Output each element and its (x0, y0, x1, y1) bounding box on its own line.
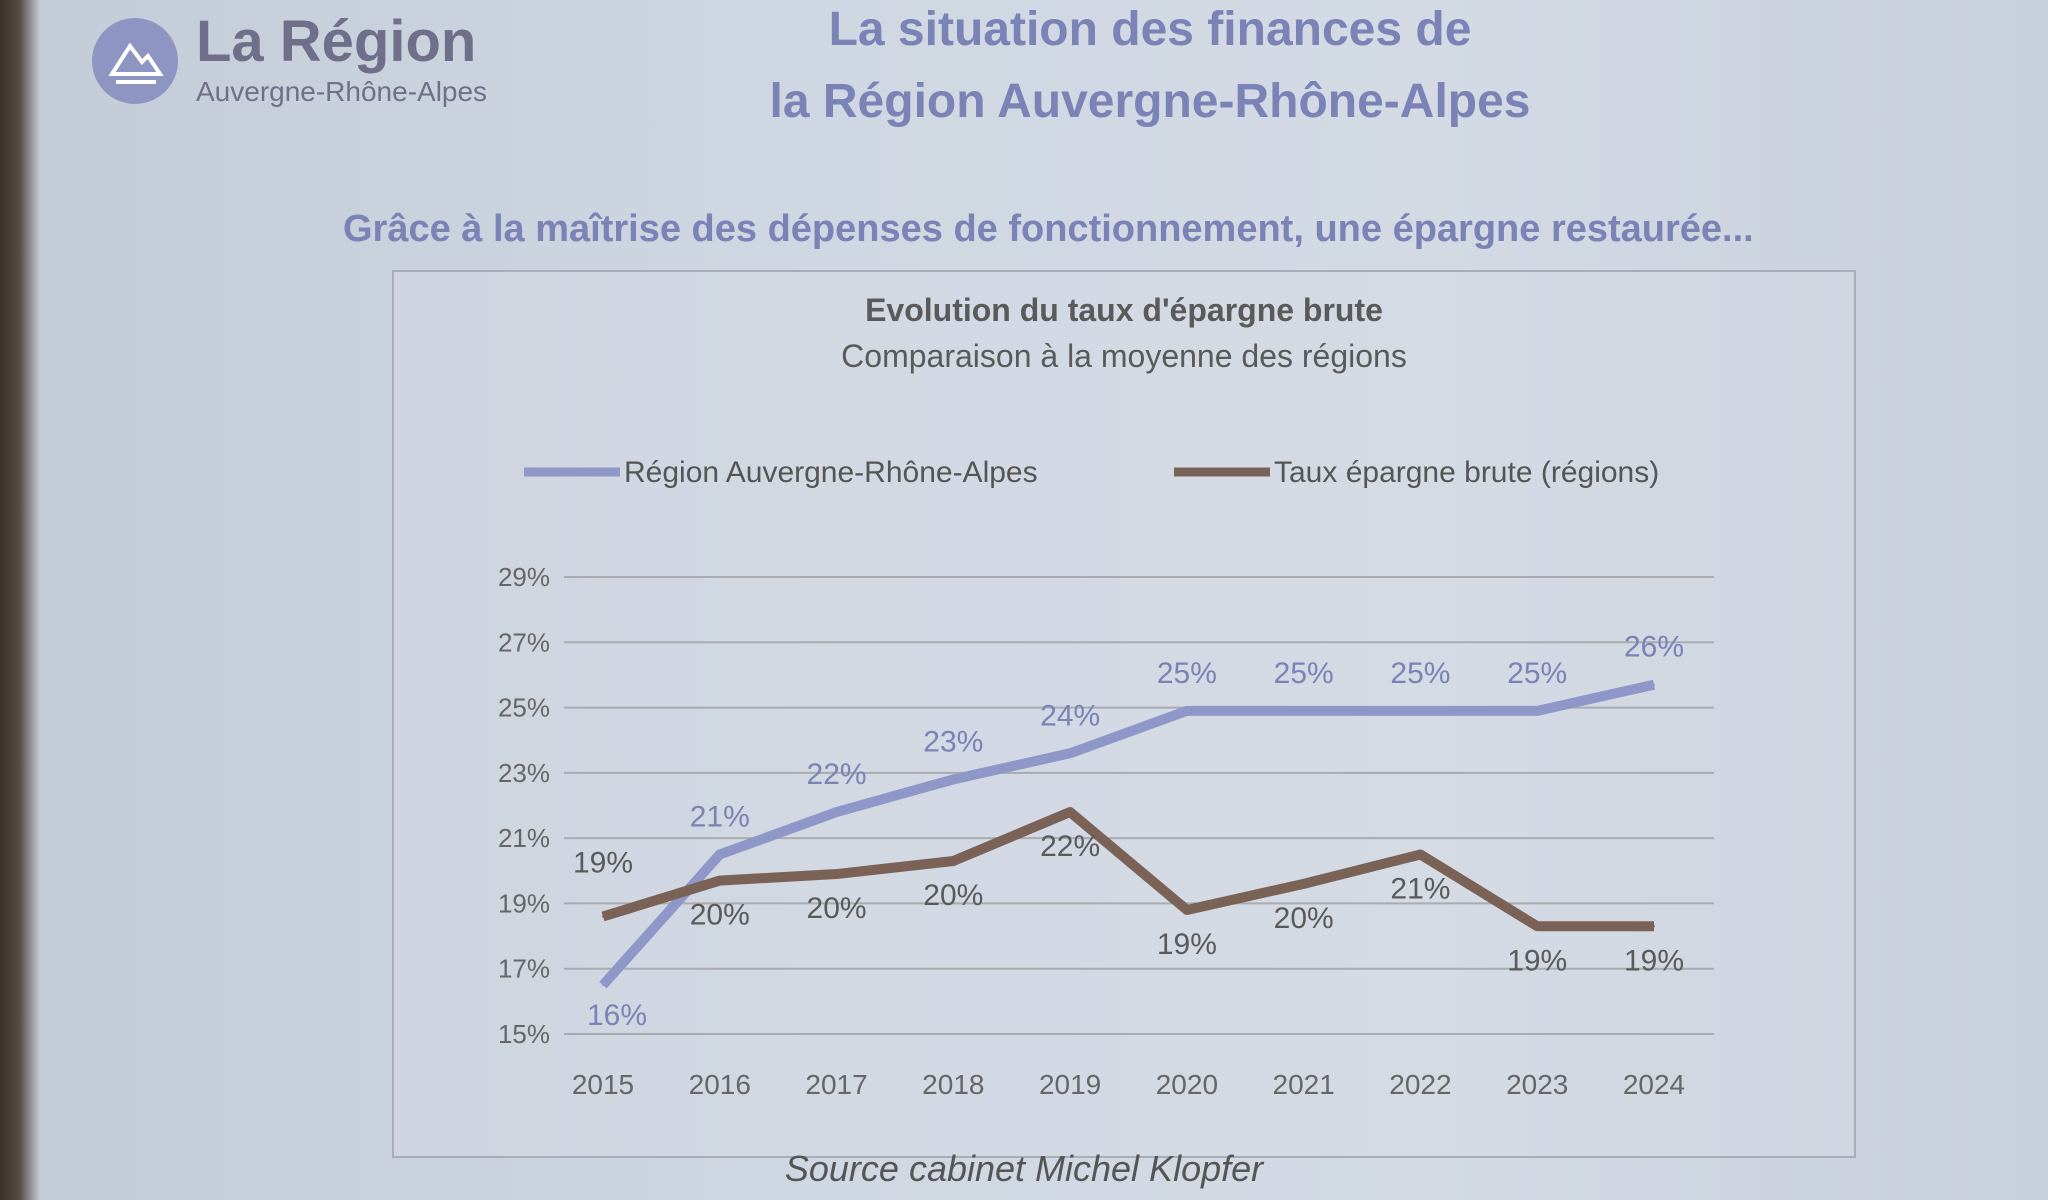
data-point (952, 859, 955, 862)
data-point (1536, 709, 1539, 712)
data-label: 19% (573, 846, 633, 879)
source-note: Source cabinet Michel Klopfer (784, 1148, 1264, 1189)
data-label: 19% (1507, 944, 1567, 977)
data-label: 19% (1157, 928, 1217, 961)
data-point (602, 915, 604, 918)
data-point (1419, 853, 1422, 856)
brand-subtitle: Auvergne-Rhône-Alpes (196, 76, 488, 107)
data-point (1185, 709, 1188, 712)
slide-subtitle: Grâce à la maîtrise des dépenses de fonc… (343, 208, 1754, 250)
x-tick-label: 2019 (1039, 1069, 1101, 1100)
data-point (1653, 925, 1655, 928)
data-point (952, 778, 955, 781)
data-label: 20% (923, 879, 983, 912)
data-label: 20% (807, 892, 867, 925)
x-tick-label: 2015 (572, 1069, 634, 1100)
data-label: 24% (1040, 699, 1100, 732)
x-tick-label: 2021 (1273, 1069, 1335, 1100)
data-label: 16% (587, 999, 647, 1032)
data-point (835, 811, 838, 814)
chart-title: Evolution du taux d'épargne brute (865, 292, 1383, 328)
data-point (1185, 908, 1188, 911)
data-point (1302, 709, 1305, 712)
series-line (601, 807, 1654, 932)
x-tick-label: 2020 (1156, 1069, 1218, 1100)
data-point (718, 879, 721, 882)
x-tick-label: 2016 (689, 1069, 751, 1100)
x-tick-label: 2017 (805, 1069, 867, 1100)
y-tick-label: 29% (498, 562, 550, 592)
series-line (599, 679, 1656, 989)
legend-label: Région Auvergne-Rhône-Alpes (624, 456, 1038, 489)
y-tick-label: 17% (498, 954, 550, 984)
mountain-icon (108, 42, 164, 84)
data-label: 21% (690, 800, 750, 833)
data-point (718, 853, 721, 856)
data-label: 20% (1274, 902, 1334, 935)
data-point (1069, 811, 1072, 814)
y-tick-label: 25% (498, 693, 550, 723)
x-tick-label: 2022 (1389, 1069, 1451, 1100)
y-tick-label: 21% (498, 823, 550, 853)
slide-title-line1: La situation des finances de (828, 3, 1472, 56)
data-label: 22% (807, 758, 867, 791)
region-logo (92, 18, 178, 104)
y-tick-label: 19% (498, 888, 550, 918)
data-label: 19% (1624, 944, 1684, 977)
chart-box: Evolution du taux d'épargne brute Compar… (392, 270, 1856, 1158)
x-tick-label: 2023 (1506, 1069, 1568, 1100)
data-point (1302, 882, 1305, 885)
data-point (1536, 925, 1539, 928)
data-label: 25% (1390, 657, 1450, 690)
data-label: 23% (923, 725, 983, 758)
data-label: 25% (1274, 657, 1334, 690)
data-point (1069, 752, 1072, 755)
data-label: 22% (1040, 830, 1100, 863)
data-point (1653, 683, 1655, 686)
data-point (1419, 709, 1422, 712)
data-label: 20% (690, 899, 750, 932)
x-tick-label: 2024 (1623, 1069, 1685, 1100)
chart-subtitle: Comparaison à la moyenne des régions (841, 338, 1407, 374)
data-point (835, 873, 838, 876)
data-label: 26% (1624, 631, 1684, 664)
data-label: 21% (1390, 872, 1450, 905)
line-chart: 15% 17% 19% 21% 23% 25% 27% 29% 2015 2016 2017 2018… (498, 456, 1714, 1100)
data-label: 25% (1507, 657, 1567, 690)
y-tick-label: 27% (498, 627, 550, 657)
brand-name: La Région (196, 9, 477, 74)
legend-label: Taux épargne brute (régions) (1274, 456, 1659, 489)
data-label: 25% (1157, 657, 1217, 690)
x-tick-label: 2018 (922, 1069, 984, 1100)
y-tick-label: 23% (498, 758, 550, 788)
data-point (602, 984, 604, 987)
slide-title-line2: la Région Auvergne-Rhône-Alpes (769, 75, 1531, 128)
y-tick-label: 15% (498, 1019, 550, 1049)
